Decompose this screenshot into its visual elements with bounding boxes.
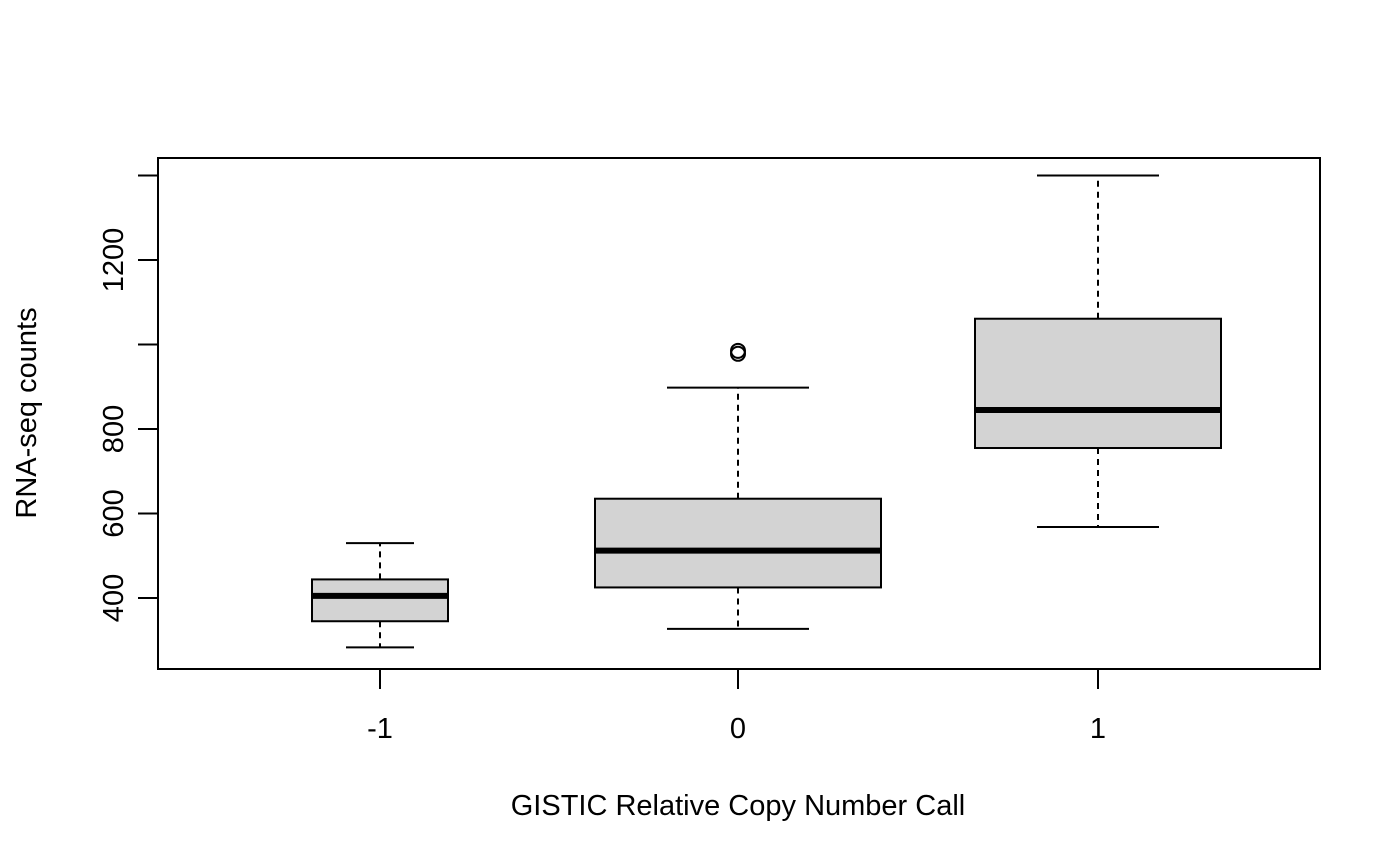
x-axis-label: GISTIC Relative Copy Number Call bbox=[511, 790, 965, 822]
y-axis-label: RNA-seq counts bbox=[11, 307, 43, 518]
iqr-box bbox=[594, 497, 882, 589]
box-group bbox=[311, 542, 449, 649]
y-tick-label: 800 bbox=[98, 405, 130, 453]
x-tick-label: 0 bbox=[730, 713, 746, 745]
iqr-box bbox=[974, 317, 1222, 450]
x-axis: -1 0 1 bbox=[367, 669, 1106, 745]
box-group bbox=[594, 342, 882, 630]
box-group bbox=[974, 174, 1222, 529]
boxes-layer bbox=[311, 174, 1222, 649]
y-tick-label: 1200 bbox=[98, 228, 130, 293]
outlier-point bbox=[730, 342, 746, 359]
y-axis: 400 600 800 1200 bbox=[98, 174, 158, 622]
y-tick-label: 400 bbox=[98, 574, 130, 622]
iqr-box bbox=[311, 578, 449, 623]
x-tick-label: 1 bbox=[1090, 713, 1106, 745]
x-tick-label: -1 bbox=[367, 713, 393, 745]
y-tick-label: 600 bbox=[98, 489, 130, 537]
